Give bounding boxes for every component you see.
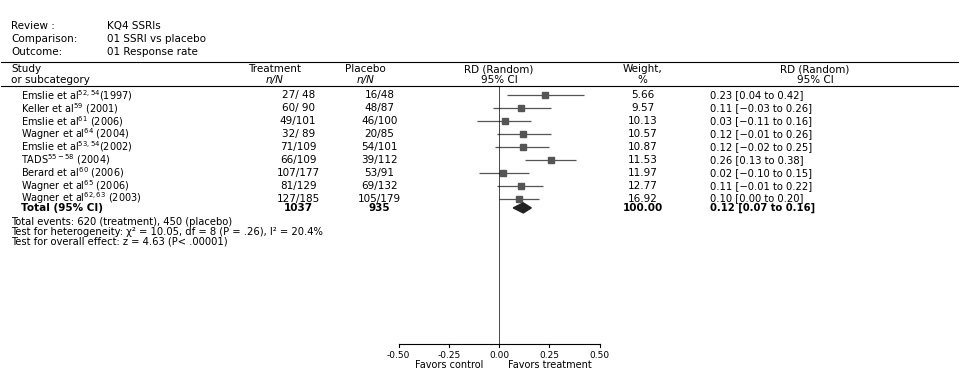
Text: Favors treatment: Favors treatment — [508, 359, 591, 370]
Text: 0.12 [0.07 to 0.16]: 0.12 [0.07 to 0.16] — [709, 203, 815, 213]
Text: 9.57: 9.57 — [631, 103, 655, 113]
Text: 1037: 1037 — [283, 203, 313, 213]
Text: 105/179: 105/179 — [358, 194, 401, 204]
Text: 12.77: 12.77 — [628, 181, 658, 191]
Text: n/N: n/N — [356, 75, 374, 85]
Text: Placebo: Placebo — [345, 65, 386, 75]
Text: 16.92: 16.92 — [628, 194, 658, 204]
Text: Review :: Review : — [11, 22, 55, 32]
Text: 71/109: 71/109 — [280, 142, 317, 152]
Text: 0.03 [−0.11 to 0.16]: 0.03 [−0.11 to 0.16] — [709, 116, 812, 126]
Text: Emslie et al$^{61}$ (2006): Emslie et al$^{61}$ (2006) — [20, 114, 123, 129]
Text: or subcategory: or subcategory — [11, 75, 90, 85]
Text: Total events: 620 (treatment), 450 (placebo): Total events: 620 (treatment), 450 (plac… — [11, 217, 232, 227]
Text: %: % — [637, 75, 648, 85]
Text: 0.26 [0.13 to 0.38]: 0.26 [0.13 to 0.38] — [709, 155, 804, 165]
Text: 107/177: 107/177 — [276, 168, 320, 178]
Text: 39/112: 39/112 — [361, 155, 397, 165]
Text: 0.50: 0.50 — [589, 351, 610, 359]
Text: 46/100: 46/100 — [361, 116, 397, 126]
Text: Keller et al$^{59}$ (2001): Keller et al$^{59}$ (2001) — [20, 101, 118, 116]
Text: 95% CI: 95% CI — [797, 75, 833, 85]
Text: -0.50: -0.50 — [387, 351, 410, 359]
Text: 60/ 90: 60/ 90 — [281, 103, 315, 113]
Text: 27/ 48: 27/ 48 — [281, 91, 315, 101]
Text: 0.00: 0.00 — [489, 351, 509, 359]
Text: Berard et al$^{60}$ (2006): Berard et al$^{60}$ (2006) — [20, 165, 124, 180]
Text: 11.53: 11.53 — [628, 155, 658, 165]
Text: 127/185: 127/185 — [276, 194, 320, 204]
Text: -0.25: -0.25 — [437, 351, 461, 359]
Text: 0.11 [−0.03 to 0.26]: 0.11 [−0.03 to 0.26] — [709, 103, 812, 113]
Text: Wagner et al$^{62,63}$ (2003): Wagner et al$^{62,63}$ (2003) — [20, 191, 141, 207]
Text: Test for overall effect: z = 4.63 (P< .00001): Test for overall effect: z = 4.63 (P< .0… — [11, 237, 228, 247]
Text: 10.57: 10.57 — [628, 129, 658, 139]
Text: 5.66: 5.66 — [631, 91, 655, 101]
Text: Wagner et al$^{65}$ (2006): Wagner et al$^{65}$ (2006) — [20, 178, 129, 194]
Text: 01 Response rate: 01 Response rate — [107, 46, 198, 56]
Polygon shape — [514, 203, 531, 213]
Text: Test for heterogeneity: χ² = 10.05, df = 8 (P = .26), I² = 20.4%: Test for heterogeneity: χ² = 10.05, df =… — [11, 227, 323, 237]
Text: 0.12 [−0.02 to 0.25]: 0.12 [−0.02 to 0.25] — [709, 142, 812, 152]
Text: Study: Study — [11, 65, 41, 75]
Text: 0.12 [−0.01 to 0.26]: 0.12 [−0.01 to 0.26] — [709, 129, 812, 139]
Text: 935: 935 — [369, 203, 391, 213]
Text: 11.97: 11.97 — [628, 168, 658, 178]
Text: 0.25: 0.25 — [540, 351, 560, 359]
Text: KQ4 SSRIs: KQ4 SSRIs — [107, 22, 160, 32]
Text: Total (95% CI): Total (95% CI) — [20, 203, 103, 213]
Text: 53/91: 53/91 — [365, 168, 395, 178]
Text: Weight,: Weight, — [623, 65, 662, 75]
Text: 54/101: 54/101 — [361, 142, 397, 152]
Text: Wagner et al$^{64}$ (2004): Wagner et al$^{64}$ (2004) — [20, 126, 129, 142]
Text: TADS$^{55-58}$ (2004): TADS$^{55-58}$ (2004) — [20, 152, 109, 167]
Text: Favors control: Favors control — [415, 359, 483, 370]
Text: 49/101: 49/101 — [280, 116, 317, 126]
Text: 69/132: 69/132 — [361, 181, 397, 191]
Text: 10.13: 10.13 — [628, 116, 658, 126]
Text: Comparison:: Comparison: — [11, 34, 78, 44]
Text: 95% CI: 95% CI — [481, 75, 517, 85]
Text: 100.00: 100.00 — [623, 203, 662, 213]
Text: Outcome:: Outcome: — [11, 46, 62, 56]
Text: RD (Random): RD (Random) — [465, 65, 534, 75]
Text: RD (Random): RD (Random) — [780, 65, 850, 75]
Text: 81/129: 81/129 — [279, 181, 317, 191]
Text: 0.10 [0.00 to 0.20]: 0.10 [0.00 to 0.20] — [709, 194, 804, 204]
Text: 0.11 [−0.01 to 0.22]: 0.11 [−0.01 to 0.22] — [709, 181, 812, 191]
Text: Emslie et al$^{53,54}$(2002): Emslie et al$^{53,54}$(2002) — [20, 139, 132, 154]
Text: 10.87: 10.87 — [628, 142, 658, 152]
Text: 0.23 [0.04 to 0.42]: 0.23 [0.04 to 0.42] — [709, 91, 804, 101]
Text: 20/85: 20/85 — [365, 129, 395, 139]
Text: Treatment: Treatment — [248, 65, 300, 75]
Text: 01 SSRI vs placebo: 01 SSRI vs placebo — [107, 34, 205, 44]
Text: 32/ 89: 32/ 89 — [281, 129, 315, 139]
Text: 0.02 [−0.10 to 0.15]: 0.02 [−0.10 to 0.15] — [709, 168, 812, 178]
Text: 66/109: 66/109 — [280, 155, 317, 165]
Text: Emslie et al$^{52,54}$(1997): Emslie et al$^{52,54}$(1997) — [20, 88, 132, 103]
Text: 48/87: 48/87 — [365, 103, 395, 113]
Text: 16/48: 16/48 — [365, 91, 395, 101]
Text: n/N: n/N — [265, 75, 283, 85]
